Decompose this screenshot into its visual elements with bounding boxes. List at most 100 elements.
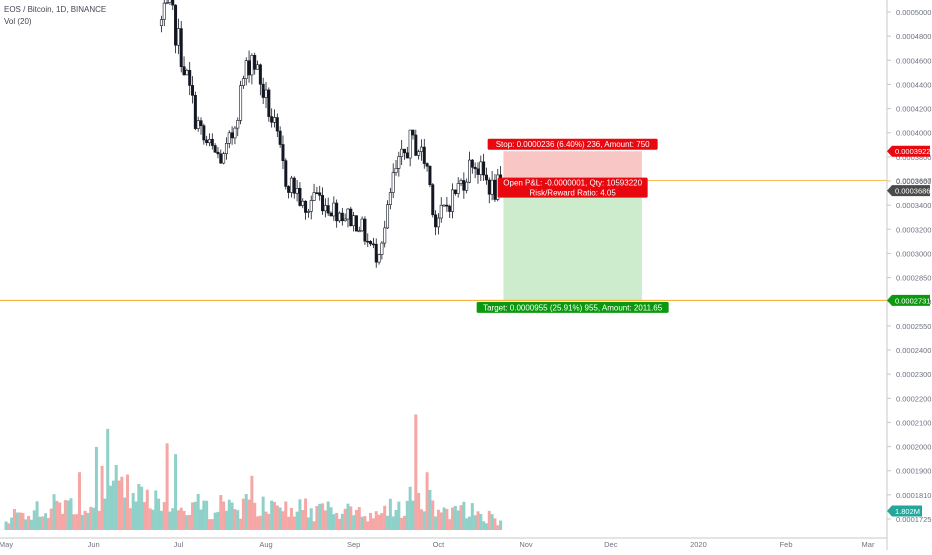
volume-bar [83, 510, 87, 530]
volume-bar [408, 486, 412, 530]
volume-bar [140, 486, 144, 530]
price-tick-label: 0.0004000 [896, 129, 931, 138]
volume-bar [312, 521, 316, 530]
target-label[interactable]: Target: 0.0000955 (25.91%) 955, Amount: … [476, 301, 669, 313]
volume-legend[interactable]: Vol (20) [4, 17, 32, 26]
volume-bar [388, 498, 392, 530]
volume-bar [484, 523, 488, 530]
candle [267, 87, 271, 122]
candle [397, 151, 401, 177]
candle [408, 129, 412, 167]
volume-bar [128, 508, 132, 530]
volume-bar [188, 514, 192, 530]
volume-bar [275, 505, 279, 530]
candle [281, 135, 285, 170]
volume-bar [453, 505, 457, 530]
volume-bar [230, 502, 234, 530]
volume-bar [465, 518, 469, 530]
volume-bar [7, 523, 11, 530]
candle [352, 211, 356, 232]
volume-bar [24, 519, 28, 530]
candle [191, 76, 195, 104]
volume-bar [137, 484, 141, 530]
candle [470, 159, 474, 174]
volume-bar [18, 512, 22, 530]
volume-bar [151, 509, 155, 530]
volume-bar [298, 499, 302, 530]
volume-bar [366, 521, 370, 530]
volume-bar [165, 443, 169, 530]
volume-bar [363, 516, 367, 530]
volume-bar [442, 507, 446, 530]
volume-bar [417, 492, 421, 530]
candle [337, 211, 341, 223]
target-zone[interactable] [503, 180, 642, 301]
volume-bar [162, 502, 166, 530]
volume-bar [199, 509, 203, 530]
open-pnl-label[interactable]: Open P&L: -0.0000001, Qty: 10593220Risk/… [497, 177, 648, 198]
candle [340, 207, 344, 226]
symbol-legend[interactable]: EOS / Bitcoin, 1D, BINANCE [4, 5, 107, 14]
price-tick-label: 0.0002300 [896, 370, 931, 379]
volume-bar [292, 516, 296, 530]
volume-bar [38, 516, 42, 530]
volume-bar [66, 500, 70, 530]
volume-bar [374, 511, 378, 530]
volume-bar [75, 514, 79, 530]
candle [188, 61, 192, 96]
volume-bar [318, 503, 322, 530]
candle [428, 165, 432, 188]
volume-bar [92, 507, 96, 530]
volume-bar [233, 509, 237, 530]
price-axis[interactable]: 0.0005000 0.0004800 0.0004600 0.0004400 0.00… [887, 8, 931, 524]
volume-bar [360, 516, 364, 530]
time-tick-label: Oct [433, 540, 446, 549]
time-tick-label: May [0, 540, 13, 549]
volume-bar [326, 501, 330, 530]
price-tick-label: 0.0002100 [896, 418, 931, 427]
volume-bar [391, 516, 395, 530]
time-tick-label: Mar [862, 540, 875, 549]
volume-bar [174, 454, 178, 530]
candle [298, 182, 302, 207]
open-pnl-label-text: Risk/Reward Ratio: 4.05 [530, 189, 617, 198]
candle [321, 187, 325, 215]
time-tick-label: Jun [88, 540, 100, 549]
volume-bar [323, 510, 327, 530]
stop-zone[interactable] [503, 151, 642, 181]
volume-bar [349, 506, 353, 530]
candle [287, 185, 291, 199]
candle [431, 183, 435, 218]
candle [159, 15, 163, 33]
volume-bar [456, 510, 460, 530]
volume-bar [490, 514, 494, 530]
volume-bar [304, 498, 308, 530]
volume-bar [10, 517, 14, 530]
volume-bar [383, 505, 387, 530]
candle [465, 178, 469, 194]
stop-label[interactable]: Stop: 0.0000236 (6.40%) 236, Amount: 750 [487, 138, 658, 150]
candle [301, 198, 305, 209]
volume-bar [267, 513, 271, 530]
candle [445, 196, 449, 212]
candle [377, 253, 381, 265]
price-tick-label: 0.0002000 [896, 443, 931, 452]
candle [371, 237, 375, 249]
price-tick-label: 0.0004600 [896, 56, 931, 65]
plot-area[interactable] [0, 0, 885, 538]
candle [275, 113, 279, 138]
candle [332, 196, 336, 221]
volume-bar [402, 515, 406, 530]
candle [289, 175, 293, 198]
volume-bar [295, 511, 299, 530]
volume-bar [35, 501, 39, 530]
volume-bar [451, 507, 455, 530]
volume-bar [428, 489, 432, 530]
volume-bar [52, 494, 56, 530]
time-axis[interactable]: May Jun Jul Aug Sep Oct Nov Dec 2020 Feb Mar [0, 540, 875, 549]
volume-bar [369, 512, 373, 530]
candle [414, 129, 418, 156]
candle [451, 183, 455, 219]
